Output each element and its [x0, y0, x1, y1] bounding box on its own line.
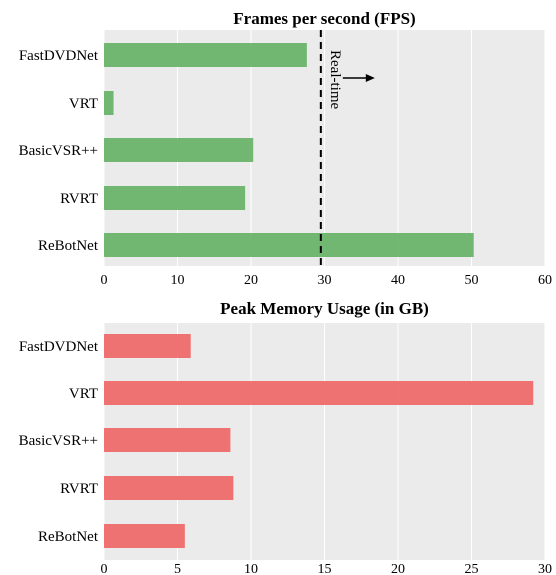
real-time-label: Real-time — [327, 50, 343, 109]
category-label: RVRT — [60, 191, 98, 207]
arrow-head-icon — [365, 74, 375, 82]
category-label: ReBotNet — [38, 529, 99, 545]
chart-title: Peak Memory Usage (in GB) — [220, 299, 429, 318]
x-tick-label: 5 — [174, 562, 181, 575]
bar-fastdvdnet — [104, 43, 307, 67]
x-tick-label: 25 — [465, 562, 479, 575]
x-tick-label: 30 — [538, 562, 552, 575]
category-label: FastDVDNet — [19, 48, 99, 64]
memory-chart: Peak Memory Usage (in GB) FastDVDNet VRT Ba… — [19, 299, 552, 575]
bar-rebotnet — [104, 233, 474, 257]
x-tick-label: 10 — [171, 273, 185, 288]
bar-rvrt — [104, 476, 234, 500]
category-label: VRT — [69, 96, 98, 112]
chart-title: Frames per second (FPS) — [233, 9, 415, 28]
category-label: RVRT — [60, 481, 98, 497]
category-label: VRT — [69, 386, 98, 402]
x-tick-label: 40 — [391, 273, 405, 288]
bar-rebotnet — [104, 524, 185, 548]
bar-basicvsr- — [104, 138, 254, 162]
category-label: FastDVDNet — [19, 339, 99, 355]
x-tick-label: 10 — [244, 562, 258, 575]
category-label: ReBotNet — [38, 238, 99, 254]
x-tick-label: 30 — [318, 273, 332, 288]
x-tick-label: 0 — [101, 562, 108, 575]
bar-rvrt — [104, 186, 246, 210]
category-label: BasicVSR++ — [19, 143, 98, 159]
bar-vrt — [104, 91, 114, 115]
x-tick-label: 20 — [244, 273, 258, 288]
x-tick-label: 0 — [101, 273, 108, 288]
fps-chart: Frames per second (FPS) FastDVDNet VRT Basi… — [19, 9, 552, 288]
bar-basicvsr- — [104, 428, 231, 452]
category-label: BasicVSR++ — [19, 433, 98, 449]
x-tick-label: 20 — [391, 562, 405, 575]
bar-fastdvdnet — [104, 334, 191, 358]
x-tick-label: 15 — [318, 562, 332, 575]
x-tick-label: 50 — [465, 273, 479, 288]
bar-vrt — [104, 381, 534, 405]
x-tick-label: 60 — [538, 273, 552, 288]
